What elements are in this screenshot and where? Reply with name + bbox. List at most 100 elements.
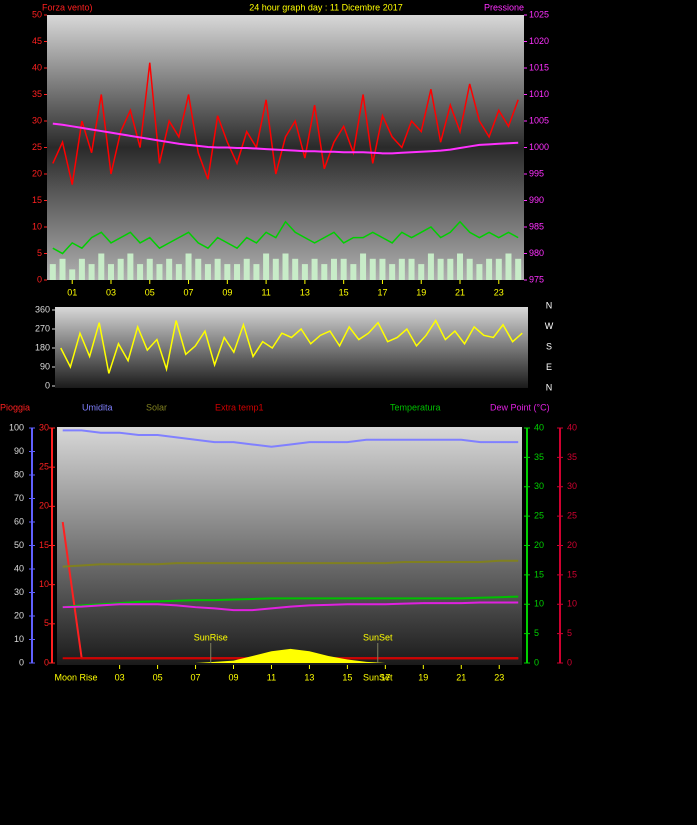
y-tick-label: 35 <box>534 452 544 462</box>
y-tick-label: 0 <box>44 657 49 667</box>
wind-bar <box>486 258 493 280</box>
y-tick-label: 40 <box>534 422 544 432</box>
x-tick-label: 21 <box>456 672 466 682</box>
x-tick-label: 17 <box>377 287 387 297</box>
wind-bar <box>398 258 405 280</box>
y2-tick-label: 985 <box>529 221 544 231</box>
wind-bar <box>214 258 221 280</box>
x-tick-label: 05 <box>145 287 155 297</box>
series-line <box>52 220 519 255</box>
wind-bar <box>350 264 357 280</box>
x-tick-label: 11 <box>267 672 276 682</box>
wind-bar <box>447 258 454 280</box>
x-tick-label: 09 <box>229 672 239 682</box>
y-tick-label: 45 <box>32 36 42 46</box>
y-tick-label: 10 <box>32 221 42 231</box>
y-tick-label: 0 <box>45 380 50 390</box>
y-tick-label: 15 <box>39 540 49 550</box>
y-tick-label: 25 <box>567 511 577 521</box>
wind-bar <box>418 264 425 280</box>
wind-bar <box>88 264 95 280</box>
y-tick-label: 35 <box>32 89 42 99</box>
x-tick-label: 07 <box>191 672 201 682</box>
series-line <box>62 595 519 609</box>
y-tick-label: 80 <box>14 469 24 479</box>
annotation: SunRise <box>194 632 228 642</box>
wind-bar <box>311 258 318 280</box>
y-tick-label: 25 <box>32 142 42 152</box>
y-tick-label: 40 <box>567 422 577 432</box>
y-tick-label: 40 <box>14 563 24 573</box>
wind-bar <box>369 258 376 280</box>
x-tick-label: 17 <box>380 672 390 682</box>
series-line <box>52 62 519 185</box>
wind-bar <box>466 258 473 280</box>
y-tick-label: 90 <box>14 446 24 456</box>
wind-bar <box>282 253 289 280</box>
y2-tick-label: 1005 <box>529 115 549 125</box>
plot-area <box>55 307 528 388</box>
y-tick-label: 0 <box>567 657 572 667</box>
y2-tick-label: 980 <box>529 248 544 258</box>
wind-bar <box>175 264 182 280</box>
y-tick-label: 10 <box>534 599 544 609</box>
y2-tick-label: 1020 <box>529 36 549 46</box>
y-tick-label: 0 <box>19 657 24 667</box>
y-tick-label: 60 <box>14 516 24 526</box>
y-tick-label: 20 <box>32 168 42 178</box>
x-tick-label: 07 <box>184 287 194 297</box>
series-line <box>62 429 519 448</box>
plot-area <box>57 427 522 665</box>
wind-bar <box>379 258 386 280</box>
direction-label: E <box>546 362 552 372</box>
wind-bar <box>243 258 250 280</box>
wind-bar <box>107 264 114 280</box>
y-tick-label: 10 <box>567 599 577 609</box>
y-tick-label: 25 <box>39 462 49 472</box>
direction-label: N <box>546 382 553 392</box>
y-tick-label: 20 <box>14 610 24 620</box>
y-tick-label: 15 <box>534 569 544 579</box>
x-tick-label: 13 <box>300 287 310 297</box>
wind-bar <box>427 253 434 280</box>
y-tick-label: 30 <box>39 422 49 432</box>
y2-tick-label: 990 <box>529 195 544 205</box>
wind-bar <box>117 258 124 280</box>
x-tick-label: 15 <box>339 287 349 297</box>
direction-label: S <box>546 341 552 351</box>
x-tick-label: 09 <box>222 287 232 297</box>
x-tick-label: 03 <box>115 672 125 682</box>
y-tick-label: 180 <box>35 342 50 352</box>
wind-bar <box>340 258 347 280</box>
series-line <box>62 559 519 568</box>
wind-bar <box>195 258 202 280</box>
legend-label: Pioggia <box>0 402 30 412</box>
wind-bar <box>437 258 444 280</box>
series-line <box>52 122 519 155</box>
direction-label: N <box>546 300 553 310</box>
chart-title: 24 hour graph day : 11 Dicembre 2017 <box>249 2 402 12</box>
wind-bar <box>389 264 396 280</box>
x-tick-label: 05 <box>153 672 163 682</box>
wind-bar <box>263 253 270 280</box>
plot-area <box>47 15 524 280</box>
wind-bar <box>224 264 231 280</box>
direction-label: W <box>545 321 554 331</box>
y2-tick-label: 1015 <box>529 62 549 72</box>
y-tick-label: 35 <box>567 452 577 462</box>
y-tick-label: 15 <box>32 195 42 205</box>
x-tick-label: 13 <box>304 672 314 682</box>
wind-bar <box>59 258 66 280</box>
wind-bar <box>127 253 134 280</box>
solar-area <box>62 648 519 663</box>
legend-label: Dew Point (°C) <box>490 402 550 412</box>
wind-bar <box>495 258 502 280</box>
y-tick-label: 30 <box>14 587 24 597</box>
wind-bar <box>457 253 464 280</box>
y-tick-label: 5 <box>567 628 572 638</box>
x-tick-label: 19 <box>416 287 426 297</box>
direction-line <box>60 319 523 374</box>
y-tick-label: 5 <box>37 248 42 258</box>
y-tick-label: 5 <box>44 618 49 628</box>
